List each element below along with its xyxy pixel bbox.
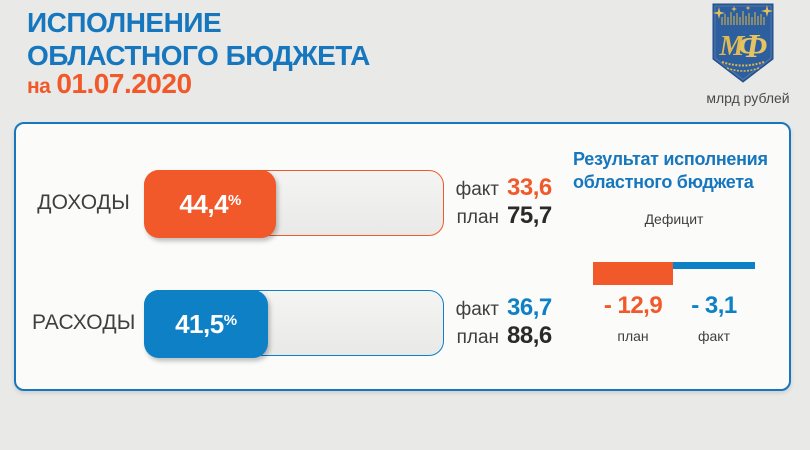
expenses-fact-value: 36,7 [507, 294, 552, 321]
deficit-fact-value: - 3,1 [691, 292, 737, 319]
income-plan-value: 75,7 [507, 202, 552, 229]
expenses-bar-fill: 41,5% [144, 290, 268, 358]
expenses-fact-label: факт [455, 299, 499, 320]
logo-monogram-f: Ф [739, 28, 768, 65]
deficit-label: Дефицит [644, 211, 704, 227]
deficit-plan-value: - 12,9 [603, 292, 663, 319]
logo-monogram-m: М [719, 31, 746, 62]
ministry-of-finance-emblem-icon: М Ф [712, 3, 774, 83]
deficit-plan-bar [593, 262, 673, 285]
expenses-plan-label: план [456, 327, 499, 348]
report-date-value: 01.07.2020 [56, 68, 192, 99]
deficit-mini-chart [593, 262, 755, 285]
expenses-percent-value: 41,5% [175, 308, 237, 339]
result-heading-line1: Результат исполнения [573, 149, 768, 169]
page-title-line2: ОБЛАСТНОГО БЮДЖЕТА [27, 40, 370, 71]
expenses-row: РАСХОДЫ 41,5% факт 36,7 план 88,6 [32, 290, 592, 358]
deficit-values: - 12,9 - 3,1 [593, 292, 755, 320]
result-heading: Результат исполнения областного бюджета [573, 148, 783, 194]
expenses-plan-line: план 88,6 [453, 322, 553, 351]
income-fact-label: факт [455, 179, 499, 200]
income-values: факт 33,6 план 75,7 [453, 174, 553, 231]
expenses-fact-line: факт 36,7 [453, 294, 553, 323]
units-label: млрд рублей [706, 90, 790, 106]
report-date-prefix: на [27, 75, 51, 98]
deficit-fact-label: факт [698, 328, 730, 344]
income-bar-track: 44,4% [144, 170, 444, 238]
expenses-label: РАСХОДЫ [32, 311, 136, 334]
expenses-bar-track: 41,5% [144, 290, 444, 358]
deficit-fact-bar [673, 262, 755, 269]
result-heading-line2: областного бюджета [573, 172, 754, 192]
income-plan-line: план 75,7 [453, 202, 553, 231]
income-bar-fill: 44,4% [144, 170, 277, 238]
page-title-line1: ИСПОЛНЕНИЕ [27, 7, 222, 38]
report-date: на 01.07.2020 [27, 68, 192, 100]
income-label: ДОХОДЫ [37, 191, 130, 214]
page-title: ИСПОЛНЕНИЕ ОБЛАСТНОГО БЮДЖЕТА [27, 6, 370, 72]
income-plan-label: план [456, 207, 499, 228]
deficit-category-labels: план факт [593, 328, 755, 344]
income-row: ДОХОДЫ 44,4% факт 33,6 план 75,7 [32, 170, 592, 238]
budget-panel: ДОХОДЫ 44,4% факт 33,6 план 75,7 РАСХОДЫ 4 [14, 122, 791, 391]
expenses-plan-value: 88,6 [507, 322, 552, 349]
income-percent-value: 44,4% [179, 188, 241, 219]
income-fact-line: факт 33,6 [453, 174, 553, 203]
income-fact-value: 33,6 [507, 174, 552, 201]
result-section: Результат исполнения областного бюджета … [573, 148, 783, 344]
deficit-plan-label: план [617, 328, 649, 344]
expenses-values: факт 36,7 план 88,6 [453, 294, 553, 351]
